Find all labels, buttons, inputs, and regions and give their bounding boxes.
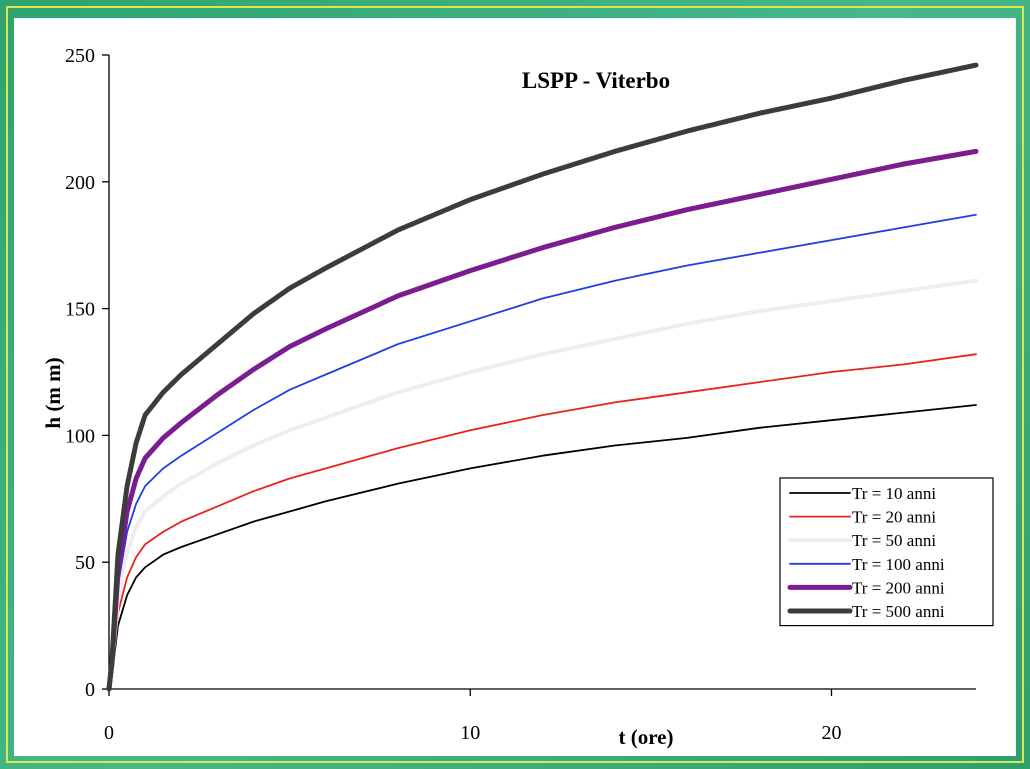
y-tick-label: 50 [75, 552, 95, 574]
line-chart: 0 50 100 150 200 250 0 10 20 LSPP - Viterbo t (o… [41, 45, 994, 749]
series-layer [106, 62, 979, 692]
legend-item: Tr = 50 anni [788, 531, 936, 550]
series-line-4 [108, 213, 977, 690]
series-line-6 [106, 62, 979, 692]
axes: 0 50 100 150 200 250 0 10 20 [65, 45, 976, 744]
series-line-3 [107, 278, 978, 691]
y-tick-label: 0 [85, 679, 95, 701]
legend-label: Tr = 10 anni [852, 484, 936, 503]
frame-border [6, 6, 1024, 763]
legend-item: Tr = 500 anni [787, 602, 945, 621]
y-tick-label: 150 [65, 299, 95, 321]
x-axis-title: t (ore) [619, 725, 674, 749]
y-tick-label: 200 [65, 172, 95, 194]
plot-panel: 0 50 100 150 200 250 0 10 20 LSPP - Viterbo t (o… [14, 18, 1016, 756]
legend-box [779, 477, 994, 627]
legend-item: Tr = 200 anni [787, 578, 945, 597]
x-tick-label: 10 [460, 722, 480, 744]
y-axis-title: h (m m) [41, 357, 65, 428]
chart-title: LSPP - Viterbo [522, 68, 670, 93]
legend-label: Tr = 500 anni [852, 602, 945, 621]
legend: Tr = 10 anni Tr = 20 anni Tr = 50 anni Tr =… [779, 477, 994, 627]
legend-item: Tr = 20 anni [789, 508, 936, 527]
x-tick-label: 0 [104, 722, 114, 744]
series-line-5 [106, 148, 979, 692]
series-line-2 [108, 353, 977, 690]
legend-label: Tr = 50 anni [852, 531, 936, 550]
legend-item: Tr = 10 anni [789, 484, 936, 503]
legend-label: Tr = 20 anni [852, 508, 936, 527]
y-tick-label: 100 [65, 425, 95, 447]
legend-label: Tr = 200 anni [852, 578, 945, 597]
series-line-1 [108, 404, 977, 690]
legend-item: Tr = 100 anni [789, 555, 945, 574]
y-tick-label: 250 [65, 45, 95, 67]
legend-label: Tr = 100 anni [852, 555, 945, 574]
x-tick-label: 20 [822, 722, 842, 744]
